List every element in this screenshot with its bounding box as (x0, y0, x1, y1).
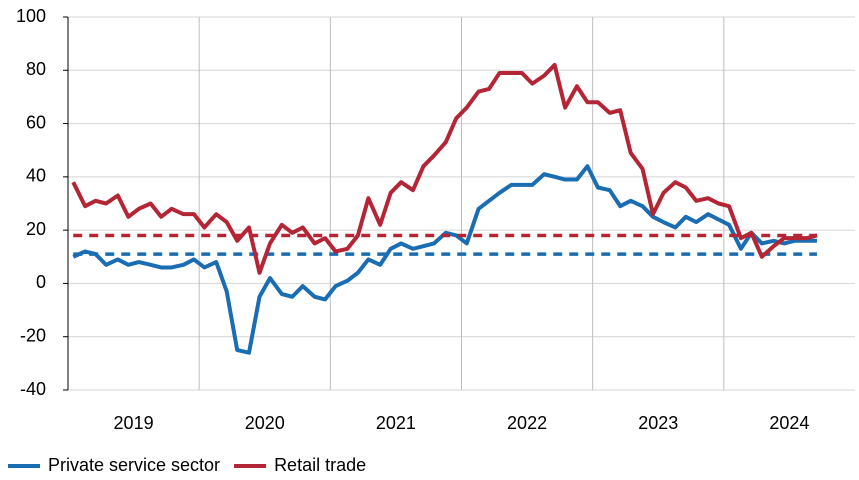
x-tick-label: 2020 (245, 413, 285, 433)
y-tick-label: 40 (26, 166, 46, 186)
x-tick-label: 2024 (769, 413, 809, 433)
x-tick-label: 2022 (507, 413, 547, 433)
legend-label: Private service sector (48, 455, 220, 475)
y-tick-label: 80 (26, 59, 46, 79)
y-tick-label: -40 (20, 379, 46, 399)
y-tick-label: 60 (26, 112, 46, 132)
x-tick-label: 2023 (638, 413, 678, 433)
series-line (72, 164, 817, 355)
legend-label: Retail trade (274, 455, 366, 475)
y-tick-label: 0 (36, 272, 46, 292)
y-tick-label: 20 (26, 219, 46, 239)
y-tick-label: -20 (20, 325, 46, 345)
x-tick-label: 2021 (376, 413, 416, 433)
x-tick-label: 2019 (114, 413, 154, 433)
series-line (71, 62, 818, 275)
y-tick-label: 100 (16, 6, 46, 26)
